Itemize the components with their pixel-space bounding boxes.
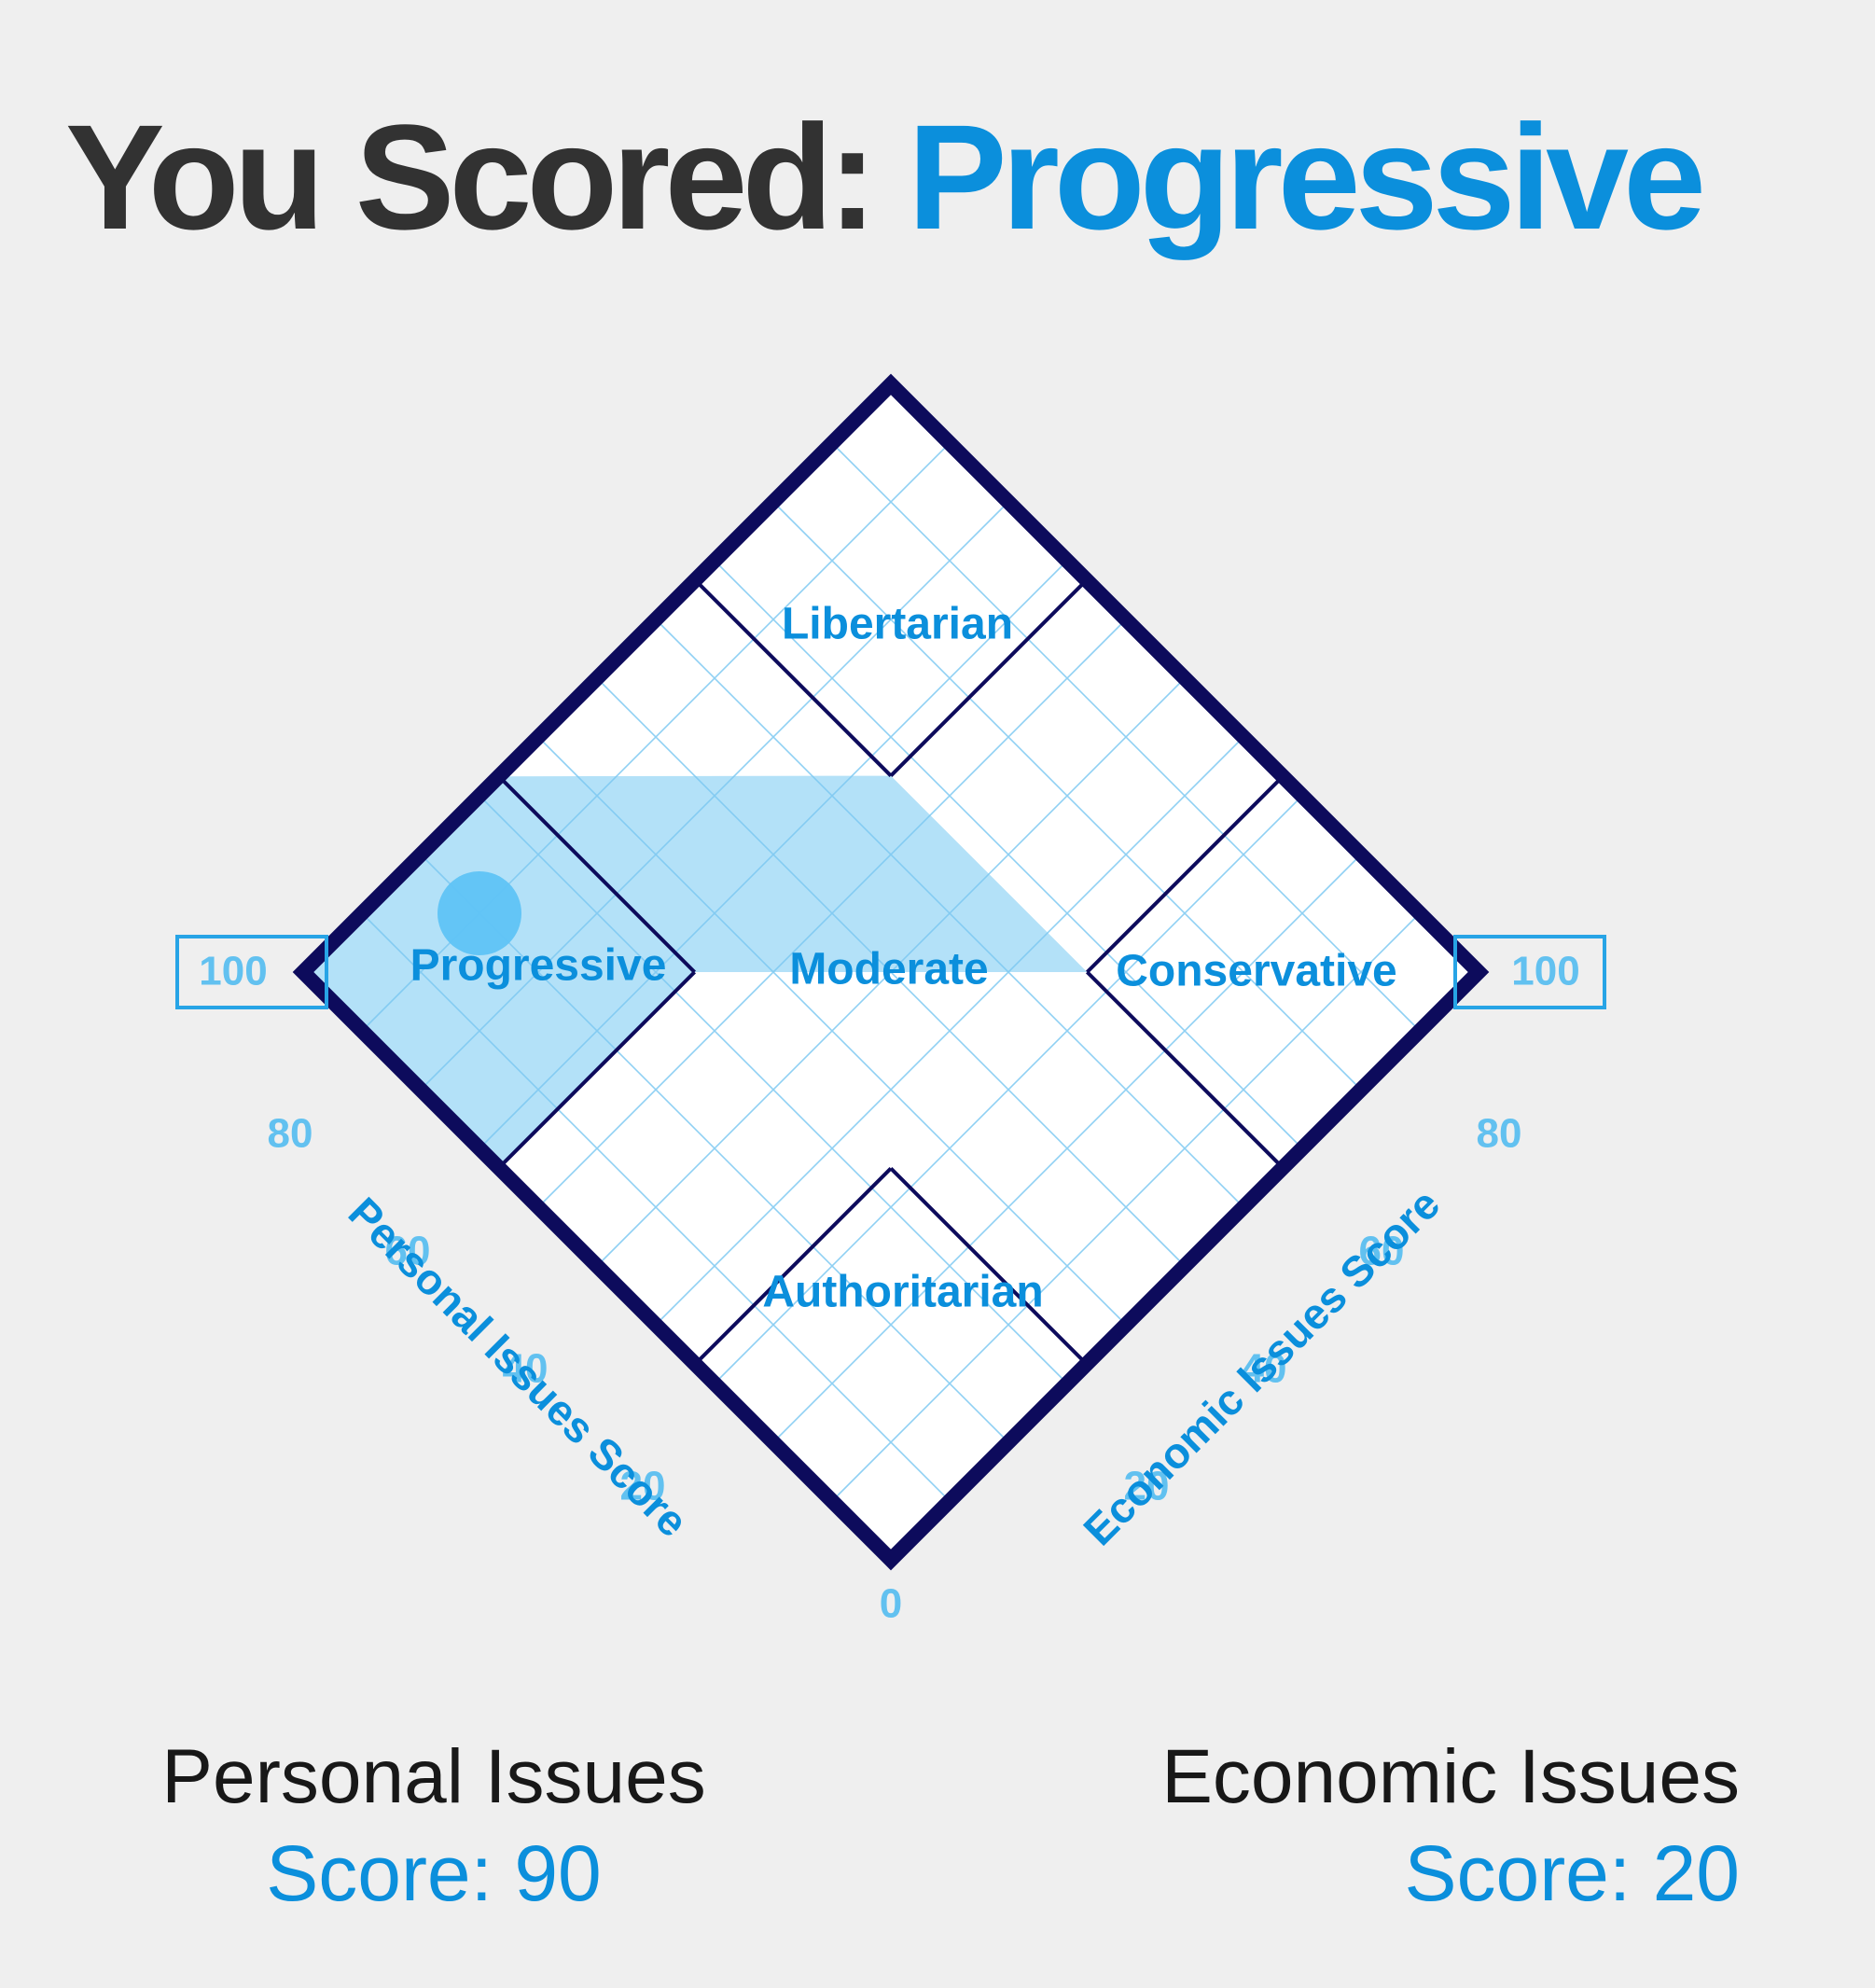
personal-tick-80: 80 bbox=[268, 1111, 313, 1157]
personal-issues-label: Personal Issues bbox=[161, 1734, 706, 1819]
region-divider-line bbox=[1086, 774, 1285, 974]
region-divider-line bbox=[1086, 970, 1285, 1170]
headline-result: Progressive bbox=[907, 93, 1706, 260]
chart-outer-frame bbox=[292, 373, 1490, 1571]
region-dividers bbox=[497, 578, 1285, 1366]
personal-tick-40: 40 bbox=[503, 1346, 549, 1392]
grid-line bbox=[420, 501, 1009, 1091]
region-label-progressive: Progressive bbox=[410, 941, 667, 991]
region-label-moderate: Moderate bbox=[789, 945, 988, 994]
region-label-conservative: Conservative bbox=[1116, 947, 1396, 996]
highlighted-region-progressive bbox=[303, 775, 1088, 1168]
grid-line bbox=[772, 501, 1362, 1091]
axis-tick-0: 0 bbox=[880, 1581, 902, 1627]
region-divider-line bbox=[497, 970, 696, 1170]
region-label-libertarian: Libertarian bbox=[782, 600, 1013, 649]
personal-max-box bbox=[175, 935, 328, 1009]
personal-tick-20: 20 bbox=[620, 1464, 666, 1509]
grid-line bbox=[479, 560, 1068, 1149]
personal-issues-summary: Personal Issues Score: 90 bbox=[107, 1734, 760, 1919]
region-label-authoritarian: Authoritarian bbox=[762, 1268, 1043, 1317]
economic-tick-20: 20 bbox=[1124, 1464, 1170, 1509]
region-divider-line bbox=[889, 1167, 1089, 1366]
personal-tick-100: 100 bbox=[199, 949, 267, 994]
headline-prefix: You Scored: bbox=[65, 93, 877, 260]
score-marker bbox=[438, 871, 521, 955]
economic-tick-100: 100 bbox=[1511, 949, 1579, 994]
economic-issues-label: Economic Issues bbox=[1161, 1734, 1740, 1819]
result-headline: You Scored: Progressive bbox=[65, 103, 1706, 252]
region-divider-line bbox=[889, 578, 1089, 777]
grid-line bbox=[655, 619, 1244, 1208]
personal-issues-score: Score: 90 bbox=[266, 1829, 602, 1918]
economic-tick-60: 60 bbox=[1359, 1229, 1405, 1274]
region-divider-line bbox=[693, 1167, 893, 1366]
chart-grid bbox=[361, 442, 1421, 1502]
economic-issues-summary: Economic Issues Score: 20 bbox=[1087, 1734, 1740, 1919]
economic-tick-40: 40 bbox=[1242, 1346, 1287, 1392]
grid-line bbox=[831, 442, 1421, 1032]
grid-line bbox=[537, 619, 1127, 1208]
region-divider-line bbox=[497, 774, 696, 974]
economic-issues-score: Score: 20 bbox=[1404, 1829, 1740, 1918]
political-quiz-chart: Libertarian Progressive Moderate Conservati… bbox=[175, 373, 1606, 1627]
economic-tick-80: 80 bbox=[1477, 1111, 1522, 1157]
grid-line bbox=[714, 560, 1303, 1149]
region-divider-line bbox=[693, 578, 893, 777]
personal-tick-60: 60 bbox=[385, 1229, 431, 1274]
economic-max-box bbox=[1453, 935, 1606, 1009]
grid-line bbox=[596, 677, 1186, 1267]
